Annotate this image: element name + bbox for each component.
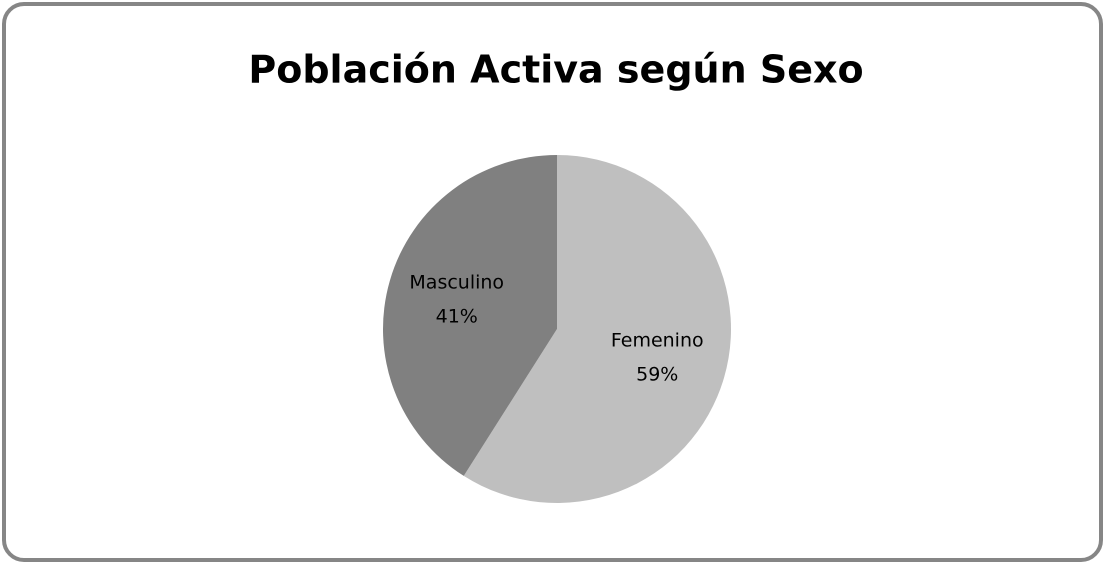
slice-value-label: 41% [436,305,478,327]
slice-value-label: 59% [636,364,678,386]
chart-title: Población Activa según Sexo [248,48,863,92]
slice-category-label: Femenino [611,330,704,352]
slice-category-label: Masculino [409,271,504,293]
pie-slice [463,155,732,503]
pie-slice [383,155,557,476]
